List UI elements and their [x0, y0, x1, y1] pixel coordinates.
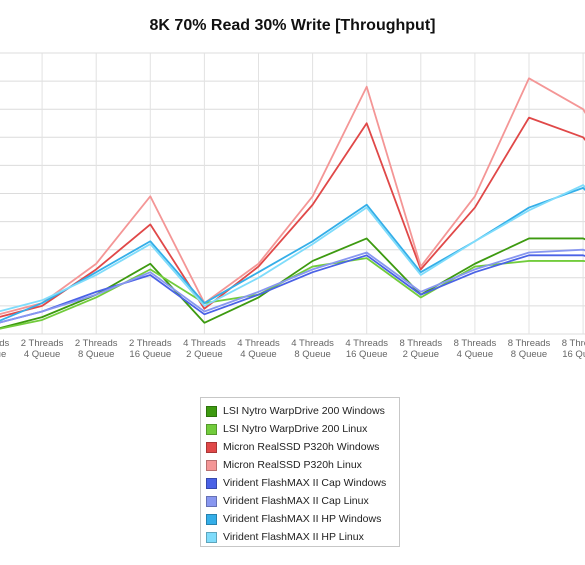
legend-label: Micron RealSSD P320h Linux	[223, 459, 362, 471]
x-tick-label-1: 2 Threads 4 Queue	[21, 338, 64, 360]
legend-swatch	[206, 441, 217, 453]
legend-swatch	[206, 423, 217, 435]
legend-label: Virident FlashMAX II HP Linux	[223, 531, 364, 543]
series-line-5	[0, 248, 585, 324]
legend-item-6: Virident FlashMAX II HP Windows	[206, 510, 399, 528]
x-tick-label-10: 8 Threads 8 Queue	[508, 338, 551, 360]
x-tick-label-4: 4 Threads 2 Queue	[183, 338, 226, 360]
legend-swatch	[206, 495, 217, 507]
chart-title: 8K 70% Read 30% Write [Throughput]	[149, 17, 436, 34]
legend-item-7: Virident FlashMAX II HP Linux	[206, 528, 399, 546]
legend-swatch	[206, 459, 217, 471]
legend-item-2: Micron RealSSD P320h Windows	[206, 438, 399, 456]
legend-swatch	[206, 405, 217, 417]
series-line-7	[0, 184, 585, 313]
x-tick-label-7: 4 Threads 16 Queue	[345, 338, 388, 360]
x-tick-label-5: 4 Threads 4 Queue	[237, 338, 280, 360]
legend-label: Virident FlashMAX II Cap Windows	[223, 477, 387, 489]
legend-item-4: Virident FlashMAX II Cap Windows	[206, 474, 399, 492]
legend-label: Micron RealSSD P320h Windows	[223, 441, 380, 453]
series-line-2	[0, 116, 585, 318]
gridlines	[0, 52, 585, 335]
series-lines	[0, 77, 585, 330]
legend: LSI Nytro WarpDrive 200 Windows LSI Nytro…	[200, 397, 400, 547]
series-line-6	[0, 186, 585, 322]
x-tick-label-2: 2 Threads 8 Queue	[75, 338, 118, 360]
series-line-1	[0, 257, 585, 330]
legend-swatch	[206, 513, 217, 525]
legend-label: Virident FlashMAX II HP Windows	[223, 513, 382, 525]
x-tick-label-3: 2 Threads 16 Queue	[129, 338, 172, 360]
legend-swatch	[206, 477, 217, 489]
legend-item-0: LSI Nytro WarpDrive 200 Windows	[206, 402, 399, 420]
legend-label: Virident FlashMAX II Cap Linux	[223, 495, 369, 507]
legend-item-3: Micron RealSSD P320h Linux	[206, 456, 399, 474]
legend-label: LSI Nytro WarpDrive 200 Linux	[223, 423, 368, 435]
x-tick-label-6: 4 Threads 8 Queue	[291, 338, 334, 360]
legend-label: LSI Nytro WarpDrive 200 Windows	[223, 405, 385, 417]
legend-item-5: Virident FlashMAX II Cap Linux	[206, 492, 399, 510]
x-tick-label-9: 8 Threads 4 Queue	[454, 338, 497, 360]
legend-item-1: LSI Nytro WarpDrive 200 Linux	[206, 420, 399, 438]
series-line-3	[0, 77, 585, 315]
x-tick-label-8: 8 Threads 2 Queue	[399, 338, 442, 360]
legend-swatch	[206, 531, 217, 543]
series-line-4	[0, 254, 585, 324]
